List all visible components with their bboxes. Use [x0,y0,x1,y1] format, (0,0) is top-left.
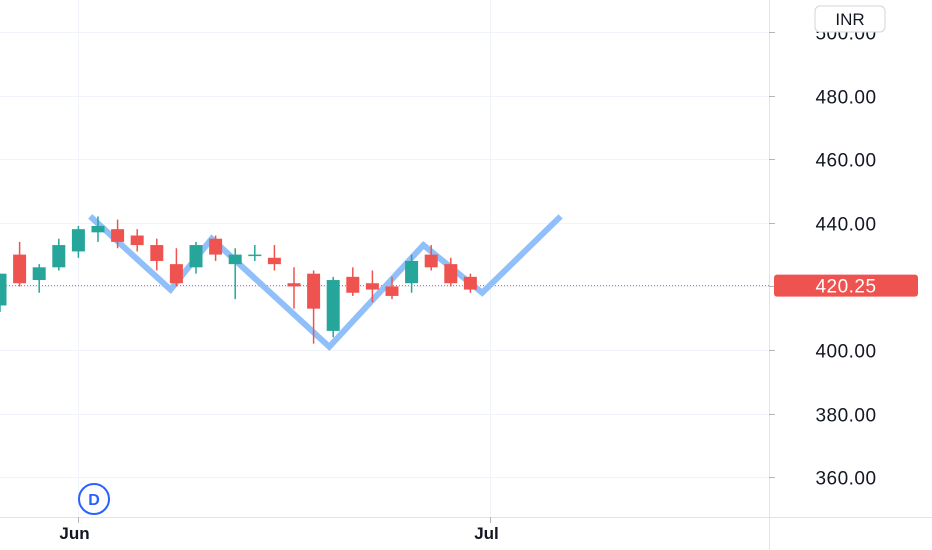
candle-body [287,283,301,287]
candle[interactable] [405,254,419,293]
candle-body [228,254,242,265]
candle-body [13,254,27,284]
candle-body [71,229,85,252]
last-price-badge: 420.25 [774,274,918,298]
candle[interactable] [150,238,164,271]
candle-body [463,276,477,290]
currency-label: INR [835,10,864,29]
candle[interactable] [307,270,321,344]
candle[interactable] [13,241,27,287]
candle-body [32,267,46,281]
candle[interactable] [130,229,144,252]
interval-label: D [88,492,100,509]
y-tick-label: 360.00 [815,469,876,490]
last-price-label: 420.25 [815,277,876,298]
candle[interactable] [169,248,183,287]
candle[interactable] [52,238,66,271]
candle[interactable] [91,216,105,242]
candle[interactable] [0,273,7,312]
interval-badge-ring [78,483,110,515]
y-tick-label: 400.00 [815,342,876,363]
y-tick-label: 460.00 [815,151,876,172]
x-tick-label: Jul [474,524,499,543]
candle-body [91,225,105,233]
candle[interactable] [326,276,340,338]
candle[interactable] [189,241,203,274]
y-tick-label: 480.00 [815,88,876,109]
candle-body [424,254,438,268]
candle[interactable] [424,245,438,271]
candle[interactable] [71,225,85,258]
grid [0,0,769,517]
candle-body [248,254,262,257]
candle[interactable] [267,245,281,271]
candle-body [189,245,203,268]
candle[interactable] [228,248,242,300]
x-tick-label: Jun [59,524,89,543]
y-tick-label: 440.00 [815,215,876,236]
candle[interactable] [346,267,360,296]
candle-body [405,260,419,284]
y-tick-label: 380.00 [815,406,876,427]
candle-body [0,273,7,306]
interval-badge[interactable]: D [78,483,110,515]
candle-body [169,264,183,284]
candle[interactable] [32,264,46,293]
candle[interactable] [111,219,125,249]
candle-body [444,264,458,284]
candle-body [365,283,379,290]
candle-body [346,276,360,293]
candle[interactable] [444,257,458,287]
pattern-trend-line[interactable] [88,214,563,352]
candle-body [267,257,281,265]
currency-badge-bg [814,5,886,33]
candle[interactable] [463,273,477,293]
candle-body [52,245,66,268]
candle-body [307,273,321,309]
candle[interactable] [248,245,262,261]
last-price-badge-bg [774,274,918,297]
currency-badge[interactable]: INR [814,5,886,33]
candle-body [150,245,164,261]
candle[interactable] [209,235,223,261]
candle[interactable] [385,276,399,300]
candle-body [385,286,399,296]
candle[interactable] [287,267,301,309]
time-axis[interactable]: Jun Jul [59,517,499,543]
candle-body [130,235,144,246]
candles[interactable] [0,216,477,344]
pattern-drawing[interactable] [88,214,563,352]
candle-body [326,280,340,331]
candle-body [209,238,223,255]
candle-body [111,229,125,242]
candle[interactable] [365,270,379,303]
